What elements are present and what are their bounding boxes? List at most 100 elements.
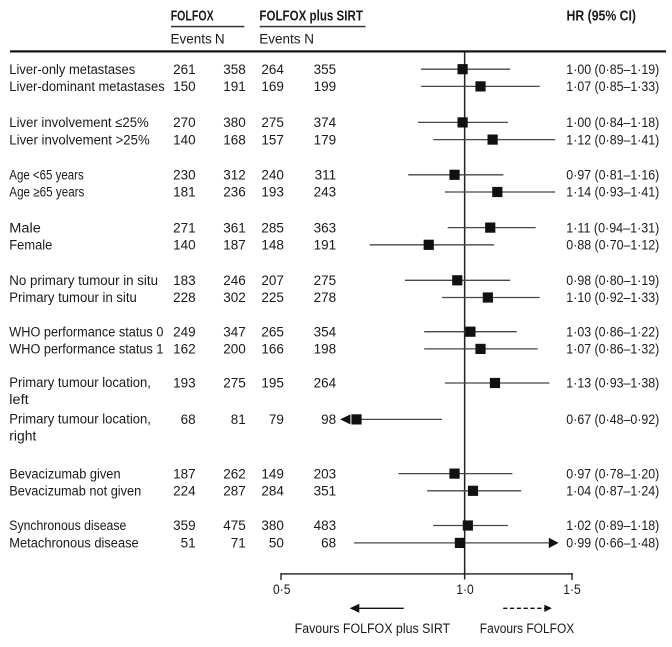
svg-text:262: 262 xyxy=(223,466,246,481)
svg-text:261: 261 xyxy=(173,62,196,77)
svg-text:181: 181 xyxy=(173,185,196,200)
svg-text:Primary tumour location,: Primary tumour location, xyxy=(9,412,151,427)
svg-text:200: 200 xyxy=(223,342,246,357)
svg-text:240: 240 xyxy=(261,168,284,183)
svg-text:81: 81 xyxy=(231,412,246,427)
svg-text:Primary tumour in situ: Primary tumour in situ xyxy=(9,290,137,305)
svg-text:193: 193 xyxy=(261,185,284,200)
svg-text:265: 265 xyxy=(261,324,284,339)
svg-text:149: 149 xyxy=(261,466,284,481)
svg-text:Liver involvement >25%: Liver involvement >25% xyxy=(9,132,149,147)
svg-text:374: 374 xyxy=(314,115,337,130)
svg-text:249: 249 xyxy=(173,324,196,339)
svg-text:191: 191 xyxy=(314,238,337,253)
svg-text:483: 483 xyxy=(314,518,337,533)
svg-text:0·99 (0·66–1·48): 0·99 (0·66–1·48) xyxy=(566,536,659,551)
svg-text:363: 363 xyxy=(314,220,337,235)
svg-text:199: 199 xyxy=(314,79,337,94)
svg-text:1·03 (0·86–1·22): 1·03 (0·86–1·22) xyxy=(566,324,659,339)
svg-text:285: 285 xyxy=(261,220,284,235)
svg-text:380: 380 xyxy=(223,115,246,130)
svg-text:0·98 (0·80–1·19): 0·98 (0·80–1·19) xyxy=(566,273,659,288)
svg-text:264: 264 xyxy=(314,376,337,391)
svg-text:1·07 (0·85–1·33): 1·07 (0·85–1·33) xyxy=(566,79,659,94)
svg-text:left: left xyxy=(9,392,29,407)
svg-text:355: 355 xyxy=(314,62,337,77)
svg-text:Metachronous disease: Metachronous disease xyxy=(9,536,138,551)
svg-text:275: 275 xyxy=(223,376,246,391)
svg-text:166: 166 xyxy=(261,342,284,357)
svg-text:284: 284 xyxy=(261,484,284,499)
svg-text:198: 198 xyxy=(314,342,337,357)
svg-text:1·13 (0·93–1·38): 1·13 (0·93–1·38) xyxy=(566,376,659,391)
svg-text:N: N xyxy=(215,32,225,47)
svg-text:71: 71 xyxy=(231,536,246,551)
svg-text:162: 162 xyxy=(173,342,196,357)
svg-text:1·12 (0·89–1·41): 1·12 (0·89–1·41) xyxy=(566,132,659,147)
svg-text:Bevacizumab given: Bevacizumab given xyxy=(9,466,120,481)
svg-text:WHO performance status 0: WHO performance status 0 xyxy=(9,324,163,339)
svg-text:475: 475 xyxy=(223,518,246,533)
svg-text:Synchronous disease: Synchronous disease xyxy=(9,518,126,533)
svg-text:Age <65 years: Age <65 years xyxy=(9,168,84,183)
svg-text:68: 68 xyxy=(181,412,196,427)
svg-text:359: 359 xyxy=(173,518,196,533)
svg-text:311: 311 xyxy=(315,168,337,183)
svg-text:Favours FOLFOX plus SIRT: Favours FOLFOX plus SIRT xyxy=(295,621,451,636)
svg-text:50: 50 xyxy=(269,536,284,551)
svg-text:0·67 (0·48–0·92): 0·67 (0·48–0·92) xyxy=(566,412,659,427)
svg-text:right: right xyxy=(9,429,36,444)
svg-text:191: 191 xyxy=(223,79,246,94)
svg-text:N: N xyxy=(304,32,314,47)
svg-text:246: 246 xyxy=(223,273,246,288)
svg-text:287: 287 xyxy=(223,484,246,499)
svg-text:Female: Female xyxy=(9,238,52,253)
svg-text:187: 187 xyxy=(173,466,196,481)
svg-text:225: 225 xyxy=(261,290,284,305)
svg-text:1·07 (0·86–1·32): 1·07 (0·86–1·32) xyxy=(566,342,659,357)
svg-text:270: 270 xyxy=(173,115,196,130)
svg-text:Age ≥65 years: Age ≥65 years xyxy=(9,185,84,200)
svg-text:Events: Events xyxy=(171,32,213,47)
svg-text:193: 193 xyxy=(173,376,196,391)
svg-text:HR (95% CI): HR (95% CI) xyxy=(567,8,637,25)
svg-text:278: 278 xyxy=(314,290,337,305)
svg-text:207: 207 xyxy=(261,273,284,288)
svg-text:Liver involvement ≤25%: Liver involvement ≤25% xyxy=(9,115,148,130)
svg-text:264: 264 xyxy=(261,62,284,77)
svg-text:358: 358 xyxy=(223,62,246,77)
svg-text:347: 347 xyxy=(223,324,246,339)
svg-text:203: 203 xyxy=(314,466,337,481)
svg-text:1·00 (0·84–1·18): 1·00 (0·84–1·18) xyxy=(566,115,659,130)
svg-text:275: 275 xyxy=(314,273,337,288)
svg-text:98: 98 xyxy=(321,412,336,427)
svg-text:68: 68 xyxy=(321,536,336,551)
svg-text:224: 224 xyxy=(173,484,196,499)
svg-text:140: 140 xyxy=(173,238,196,253)
svg-text:275: 275 xyxy=(261,115,284,130)
svg-text:351: 351 xyxy=(314,484,337,499)
svg-text:230: 230 xyxy=(173,168,196,183)
svg-text:Male: Male xyxy=(9,220,41,235)
svg-text:179: 179 xyxy=(314,132,337,147)
svg-text:228: 228 xyxy=(173,290,196,305)
svg-text:Liver-only metastases: Liver-only metastases xyxy=(9,62,135,77)
svg-text:Favours FOLFOX: Favours FOLFOX xyxy=(480,621,575,636)
svg-text:157: 157 xyxy=(261,132,284,147)
svg-text:79: 79 xyxy=(269,412,284,427)
svg-text:148: 148 xyxy=(261,238,284,253)
svg-text:0·88 (0·70–1·12): 0·88 (0·70–1·12) xyxy=(566,238,659,253)
svg-text:271: 271 xyxy=(173,220,196,235)
svg-text:WHO performance status 1: WHO performance status 1 xyxy=(9,342,163,357)
svg-text:1·14 (0·93–1·41): 1·14 (0·93–1·41) xyxy=(566,185,659,200)
svg-text:Primary tumour location,: Primary tumour location, xyxy=(9,375,151,390)
svg-text:0·97 (0·78–1·20): 0·97 (0·78–1·20) xyxy=(566,466,659,481)
svg-text:243: 243 xyxy=(314,185,337,200)
svg-text:No primary tumour in situ: No primary tumour in situ xyxy=(9,273,158,288)
svg-text:1·02 (0·89–1·18): 1·02 (0·89–1·18) xyxy=(566,518,659,533)
svg-text:1·10 (0·92–1·33): 1·10 (0·92–1·33) xyxy=(566,290,659,305)
svg-text:168: 168 xyxy=(223,132,246,147)
svg-text:1·11 (0·94–1·31): 1·11 (0·94–1·31) xyxy=(566,220,659,235)
svg-text:1·0: 1·0 xyxy=(456,582,474,597)
svg-text:169: 169 xyxy=(261,79,284,94)
